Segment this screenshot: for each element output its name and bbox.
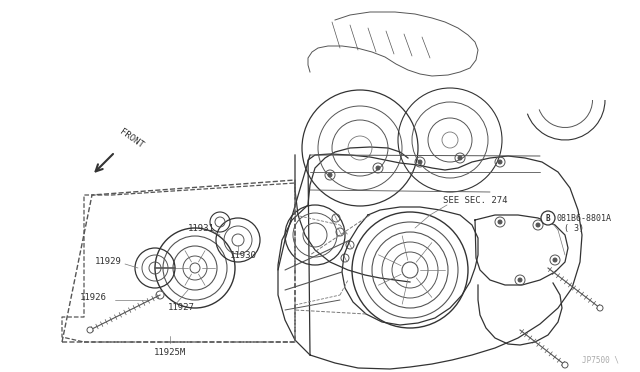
Circle shape — [518, 278, 522, 282]
Text: FRONT: FRONT — [118, 127, 145, 150]
Circle shape — [536, 223, 540, 227]
Text: 11929: 11929 — [95, 257, 122, 266]
Circle shape — [376, 166, 380, 170]
Circle shape — [597, 305, 603, 311]
Circle shape — [498, 220, 502, 224]
Text: B: B — [546, 214, 550, 222]
Circle shape — [458, 156, 462, 160]
Text: SEE SEC. 274: SEE SEC. 274 — [443, 196, 508, 205]
Circle shape — [541, 211, 555, 225]
Text: 11927: 11927 — [168, 304, 195, 312]
Text: 11931: 11931 — [188, 224, 215, 232]
Circle shape — [156, 291, 164, 299]
Circle shape — [553, 258, 557, 262]
Text: ( 3): ( 3) — [564, 224, 584, 232]
Text: 081B6-8801A: 081B6-8801A — [557, 214, 612, 222]
Text: 11926: 11926 — [80, 294, 107, 302]
Circle shape — [498, 160, 502, 164]
Circle shape — [418, 160, 422, 164]
Circle shape — [87, 327, 93, 333]
Text: 11925M: 11925M — [154, 348, 186, 357]
Text: JP7500 \: JP7500 \ — [582, 356, 619, 365]
Circle shape — [562, 362, 568, 368]
Circle shape — [328, 173, 332, 177]
Text: 11930: 11930 — [230, 250, 257, 260]
